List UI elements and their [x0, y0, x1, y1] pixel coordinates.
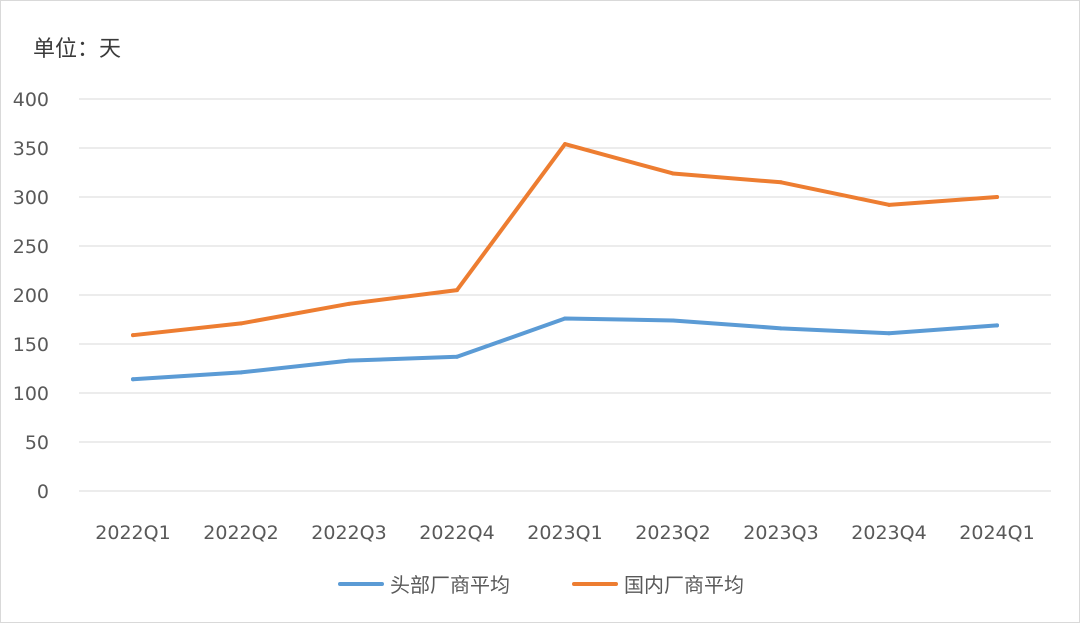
x-tick-label: 2023Q3 [743, 522, 818, 544]
y-axis-ticks: 0 50 100 150 200 250 300 350 400 [13, 89, 49, 503]
data-point [239, 321, 243, 326]
y-tick-label: 200 [13, 285, 49, 307]
data-point [887, 202, 891, 207]
y-tick-label: 100 [13, 383, 49, 405]
legend-item-top-vendors[interactable]: 头部厂商平均 [338, 569, 510, 598]
data-point [563, 142, 567, 147]
data-point [131, 377, 135, 382]
series-line-domestic-vendors [131, 142, 999, 338]
y-tick-label: 300 [13, 187, 49, 209]
data-point [239, 370, 243, 375]
data-point [455, 288, 459, 293]
data-point [671, 171, 675, 176]
data-point [887, 331, 891, 336]
data-point [455, 354, 459, 359]
unit-label: 单位：天 [33, 37, 122, 62]
x-tick-label: 2023Q4 [851, 522, 926, 544]
x-tick-label: 2023Q2 [635, 522, 710, 544]
data-point [671, 318, 675, 323]
x-tick-label: 2022Q4 [419, 522, 494, 544]
legend-label-top-vendors: 头部厂商平均 [390, 573, 510, 597]
x-tick-label: 2022Q3 [311, 522, 386, 544]
legend-item-domestic-vendors[interactable]: 国内厂商平均 [572, 569, 744, 598]
y-tick-label: 350 [13, 138, 49, 160]
y-tick-label: 250 [13, 236, 49, 258]
y-tick-label: 400 [13, 89, 49, 111]
x-tick-label: 2023Q1 [527, 522, 602, 544]
x-tick-label: 2024Q1 [959, 522, 1034, 544]
data-point [347, 358, 351, 363]
data-point [995, 195, 999, 199]
legend-swatch-top-vendors [338, 581, 384, 586]
y-tick-label: 50 [25, 432, 49, 454]
y-tick-label: 150 [13, 334, 49, 356]
data-point [995, 323, 999, 328]
data-point [779, 326, 783, 331]
x-tick-label: 2022Q2 [203, 522, 278, 544]
y-tick-label: 0 [37, 481, 49, 503]
data-point [779, 180, 783, 185]
series-line-top-vendors [131, 316, 999, 382]
data-point [563, 316, 567, 321]
legend: 头部厂商平均 国内厂商平均 [1, 569, 1080, 598]
x-axis-ticks: 2022Q1 2022Q2 2022Q3 2022Q4 2023Q1 2023Q2 2023… [95, 522, 1034, 544]
series-lines [131, 142, 999, 382]
x-tick-label: 2022Q1 [95, 522, 170, 544]
gridlines [79, 98, 1051, 492]
data-point [347, 301, 351, 306]
legend-label-domestic-vendors: 国内厂商平均 [624, 573, 744, 597]
legend-swatch-domestic-vendors [572, 581, 618, 586]
data-point [131, 333, 135, 338]
